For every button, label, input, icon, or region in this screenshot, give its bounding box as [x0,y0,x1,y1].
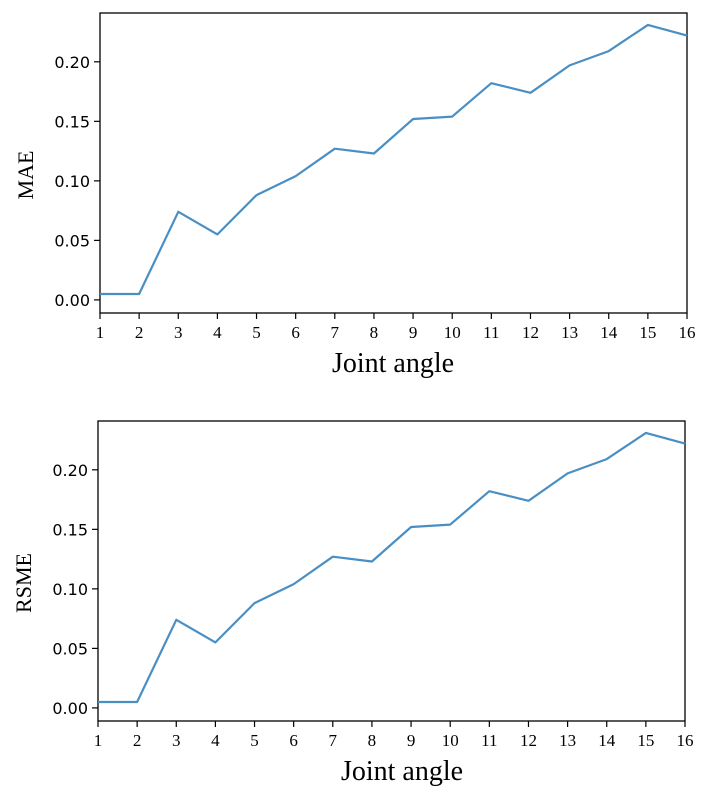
y-tick-label: 0.15 [54,112,90,131]
y-tick-label: 0.05 [52,639,88,658]
x-axis-label: Joint angle [341,756,463,787]
x-tick-label: 10 [442,731,459,750]
x-tick-label: 14 [598,731,616,750]
x-tick-label: 8 [370,323,379,342]
x-tick-label: 10 [444,323,461,342]
x-tick-label: 16 [679,323,696,342]
mae-chart: 0.000.050.100.150.20 1 2 3 4 5 6 7 8 9 10 11 12 13 14… [13,12,696,379]
x-axis: 1 2 3 4 5 6 7 8 9 10 11 12 13 14 15 16 [96,313,696,342]
x-tick-label: 8 [368,731,377,750]
plot-frame [99,12,688,314]
y-tick-label: 0.00 [54,291,90,310]
x-tick-label: 12 [520,731,537,750]
y-axis-label: RSME [11,553,36,613]
y-tick-label: 0.20 [52,461,88,480]
x-tick-label: 6 [291,323,300,342]
x-tick-label: 7 [329,731,338,750]
x-tick-label: 16 [677,731,694,750]
x-tick-label: 7 [331,323,340,342]
x-tick-label: 3 [174,323,183,342]
y-axis-label: MAE [13,151,38,200]
plot-frame [97,420,686,722]
y-axis: 0.00 0.05 0.10 0.15 0.20 [54,53,100,310]
y-tick-label: 0.20 [54,53,90,72]
x-tick-label: 3 [172,731,181,750]
y-tick-label: 0.15 [52,520,88,539]
x-tick-label: 2 [135,323,144,342]
x-tick-label: 11 [483,323,499,342]
x-tick-label: 13 [559,731,576,750]
x-tick-label: 12 [522,323,539,342]
rsme-series-line [98,431,686,704]
x-tick-label: 1 [94,731,103,750]
x-tick-label: 11 [481,731,497,750]
x-tick-label: 4 [211,731,220,750]
y-axis: 0.00 0.05 0.10 0.15 0.20 [52,461,98,718]
y-tick-label: 0.00 [52,699,88,718]
x-axis: 1 2 3 4 5 6 7 8 9 10 11 12 13 14 15 16 [94,721,694,750]
x-tick-label: 9 [407,731,416,750]
y-tick-label: 0.05 [54,231,90,250]
x-tick-label: 9 [409,323,418,342]
x-tick-label: 1 [96,323,105,342]
x-tick-label: 6 [289,731,298,750]
x-tick-label: 14 [600,323,618,342]
y-tick-label: 0.10 [54,172,90,191]
x-tick-label: 5 [252,323,261,342]
x-tick-label: 13 [561,323,578,342]
x-axis-label: Joint angle [332,348,454,379]
y-tick-label: 0.10 [52,580,88,599]
x-tick-label: 5 [250,731,259,750]
x-tick-label: 4 [213,323,222,342]
x-tick-label: 2 [133,731,142,750]
x-tick-label: 15 [639,323,656,342]
rsme-chart: 0.000.050.100.150.20 1 2 3 4 5 6 7 8 9 10 11 12 13 14… [11,420,694,787]
x-tick-label: 15 [637,731,654,750]
mae-series-line [100,23,688,296]
